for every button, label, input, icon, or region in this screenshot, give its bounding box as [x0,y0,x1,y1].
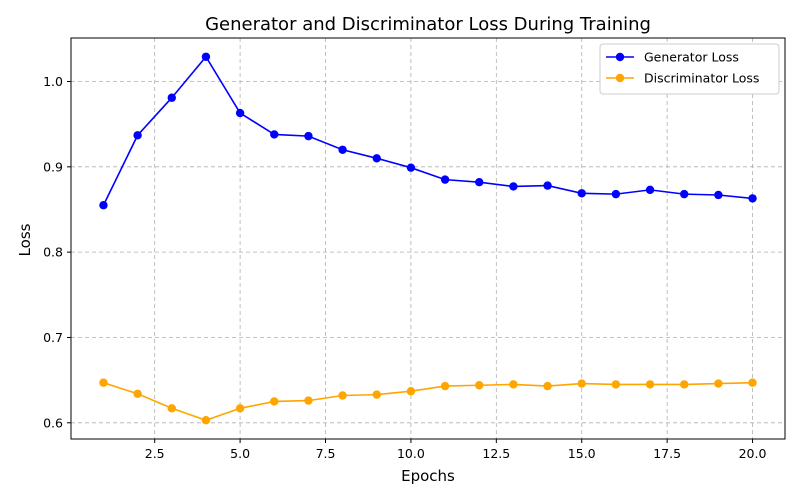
discriminator-loss-point [509,380,518,389]
legend-discriminator-loss-marker [615,73,625,83]
discriminator-loss-point [645,380,655,389]
discriminator-loss-point [475,381,484,390]
discriminator-loss-point [748,378,757,387]
y-tick-label: 1.0 [43,74,63,89]
discriminator-loss-point [372,390,381,399]
discriminator-loss-point [338,391,347,400]
x-tick-label: 12.5 [482,446,510,461]
x-tick-label: 2.5 [145,446,165,461]
discriminator-loss-point [543,381,552,391]
x-tick-label: 20.0 [739,446,767,461]
discriminator-loss-point [440,381,450,391]
generator-loss-point [406,163,416,172]
x-tick-label: 5.0 [230,446,250,461]
x-tick-label: 7.5 [316,446,336,461]
x-tick-label: 15.0 [568,446,596,461]
plot-frame [70,37,786,440]
y-axis-label: Loss [16,223,34,256]
generator-loss-point [133,131,142,140]
generator-loss-point [372,154,381,163]
generator-loss-point [645,185,655,195]
discriminator-loss-point [99,378,108,387]
legend: Generator Loss Discriminator Loss [599,43,780,95]
discriminator-loss-point [304,396,313,405]
generator-loss-point [611,189,621,199]
generator-loss-point [235,108,245,118]
discriminator-loss-point [680,380,689,389]
discriminator-loss-point [133,389,142,398]
discriminator-loss-point [611,380,621,389]
discriminator-loss-point [270,397,279,406]
generator-loss-line [102,55,753,206]
generator-loss-point [475,177,484,187]
legend-box [599,43,780,95]
generator-loss-point [167,93,176,102]
discriminator-loss-point [577,379,586,388]
y-tick-label: 0.9 [43,159,63,174]
generator-loss-point [440,175,450,184]
generator-loss-point [543,181,552,190]
y-tick-label: 0.7 [43,330,63,345]
y-tick-label: 0.8 [43,245,63,260]
generator-loss-point [509,182,518,191]
x-tick-label: 17.5 [653,446,681,461]
discriminator-loss-line [103,381,753,422]
generator-loss-point [304,131,313,141]
legend-discriminator-loss-label: Discriminator Loss [644,71,759,86]
generator-loss-point [680,189,689,199]
generator-loss-point [714,190,723,200]
generator-loss-series [99,52,757,210]
generator-loss-point [338,145,347,154]
discriminator-loss-point [235,404,245,413]
discriminator-loss-series [99,378,757,425]
axis-ticks: 2.5 5.0 7.5 10.0 12.5 15.0 17.5 20.0 0.6 0.7 0.8 0.… [43,74,766,461]
chart-title: Generator and Discriminator Loss During … [205,14,651,35]
discriminator-loss-point [201,416,211,425]
discriminator-loss-point [406,387,416,396]
generator-loss-point [748,194,757,203]
legend-generator-loss-label: Generator Loss [644,50,739,65]
grid-lines [71,38,785,439]
discriminator-loss-point [167,404,176,413]
x-tick-label: 10.0 [397,446,425,461]
x-axis-label: Epochs [401,467,455,485]
y-tick-label: 0.6 [43,415,63,430]
generator-loss-point [270,130,279,139]
generator-loss-point [577,189,586,198]
generator-loss-point [201,52,211,61]
legend-generator-loss-marker [615,52,625,62]
series-lines [99,52,757,425]
discriminator-loss-point [714,379,723,388]
generator-loss-point [99,201,108,210]
